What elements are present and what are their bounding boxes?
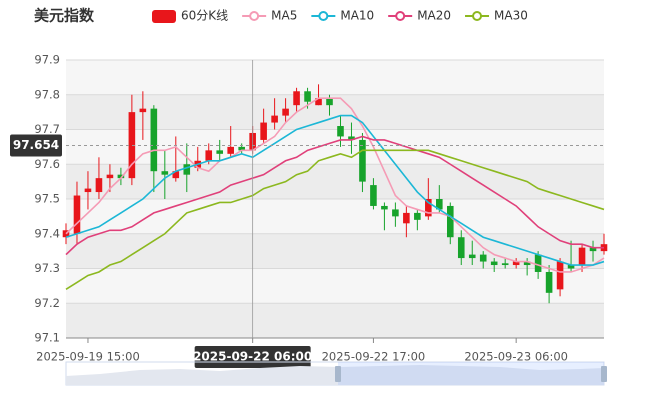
candle-body bbox=[161, 171, 169, 175]
ma-line bbox=[65, 114, 605, 266]
candle-body bbox=[348, 136, 355, 140]
split-area bbox=[66, 199, 604, 234]
y-tick-label: 97.8 bbox=[34, 87, 60, 101]
legend-label[interactable]: MA10 bbox=[340, 9, 374, 23]
split-area bbox=[66, 129, 604, 165]
legend-label[interactable]: 60分K线 bbox=[181, 9, 228, 23]
candle-body bbox=[425, 199, 432, 217]
candle-body bbox=[446, 205, 454, 238]
candle-body bbox=[534, 254, 542, 272]
candle-body bbox=[106, 174, 114, 179]
candle-body bbox=[403, 212, 410, 224]
candle-body bbox=[293, 91, 300, 106]
candle-body bbox=[315, 98, 322, 106]
crosshair-x-label: 2025-09-22 06:00 bbox=[193, 350, 312, 364]
candle-body bbox=[457, 237, 465, 259]
candle-body bbox=[150, 108, 158, 172]
candle-body bbox=[337, 126, 344, 137]
x-tick-label: 2025-09-22 17:00 bbox=[322, 350, 426, 364]
candle-body bbox=[545, 271, 553, 293]
zoom-handle[interactable] bbox=[335, 366, 341, 382]
candle-body bbox=[304, 91, 311, 102]
x-tick-label: 2025-09-23 06:00 bbox=[464, 350, 568, 364]
plot: 97.1 97.2 97.3 97.4 97.5 97.6 97.7 97.8 97.9 2025… bbox=[10, 53, 608, 368]
candle-body bbox=[238, 146, 245, 151]
candle-body bbox=[512, 261, 520, 266]
candle-body bbox=[479, 254, 487, 262]
legend-marker bbox=[249, 11, 260, 21]
legend-label[interactable]: MA30 bbox=[494, 9, 528, 23]
candle-body bbox=[589, 247, 597, 252]
crosshair-y-label: 97.654 bbox=[13, 138, 59, 152]
candle-body bbox=[172, 171, 180, 179]
legend-marker bbox=[395, 11, 406, 21]
legend-marker bbox=[318, 11, 329, 21]
y-tick-label: 97.2 bbox=[34, 296, 60, 310]
candle-body bbox=[370, 185, 377, 206]
y-tick-label: 97.6 bbox=[34, 157, 60, 171]
y-tick-label: 97.1 bbox=[34, 331, 60, 345]
split-area bbox=[66, 60, 604, 95]
candle-body bbox=[205, 150, 213, 161]
split-area bbox=[66, 268, 604, 304]
y-tick-label: 97.3 bbox=[34, 261, 60, 275]
crosshair-y-box bbox=[10, 134, 62, 157]
candle-body bbox=[556, 261, 564, 290]
legend-label[interactable]: MA20 bbox=[417, 9, 451, 23]
split-area bbox=[66, 164, 604, 199]
candle-body bbox=[216, 150, 224, 154]
candle-body bbox=[271, 115, 278, 123]
candle-body bbox=[490, 261, 498, 266]
ma-line bbox=[65, 135, 604, 256]
candle-body bbox=[183, 164, 191, 175]
candle-body bbox=[227, 146, 234, 154]
candle-body bbox=[139, 108, 147, 113]
y-tick-label: 97.9 bbox=[34, 53, 60, 67]
candle-body bbox=[95, 178, 103, 193]
ma-line bbox=[65, 97, 605, 273]
zoom-handle[interactable] bbox=[601, 366, 607, 382]
candle-body bbox=[468, 254, 476, 259]
candle-body bbox=[578, 247, 586, 266]
candle-body bbox=[436, 199, 443, 210]
chart-title: 美元指数 bbox=[34, 7, 95, 25]
legend-swatch bbox=[152, 10, 176, 23]
candle-body bbox=[381, 205, 388, 210]
candle-body bbox=[326, 98, 333, 106]
candle-body bbox=[117, 174, 125, 179]
candle-body bbox=[392, 209, 399, 217]
candle-body bbox=[567, 265, 575, 269]
candle-body bbox=[84, 188, 92, 193]
candle-body bbox=[501, 263, 509, 266]
candle-body bbox=[73, 195, 81, 234]
candle-body bbox=[282, 108, 289, 116]
legend-marker bbox=[472, 11, 483, 21]
x-tick-label: 2025-09-19 15:00 bbox=[36, 350, 140, 364]
y-tick-label: 97.7 bbox=[34, 122, 60, 136]
split-area bbox=[66, 94, 604, 130]
y-tick-label: 97.4 bbox=[34, 226, 60, 240]
zoom-window[interactable] bbox=[338, 362, 604, 385]
candle-body bbox=[414, 212, 421, 220]
split-area bbox=[66, 233, 604, 269]
candle-body bbox=[359, 139, 366, 182]
candle-body bbox=[128, 112, 136, 179]
candle-body bbox=[260, 122, 267, 140]
split-area bbox=[66, 303, 604, 338]
y-tick-label: 97.5 bbox=[34, 192, 60, 206]
legend-label[interactable]: MA5 bbox=[271, 9, 297, 23]
data-zoom[interactable] bbox=[65, 361, 607, 386]
ma-line bbox=[65, 149, 605, 291]
candle-body bbox=[523, 261, 531, 266]
